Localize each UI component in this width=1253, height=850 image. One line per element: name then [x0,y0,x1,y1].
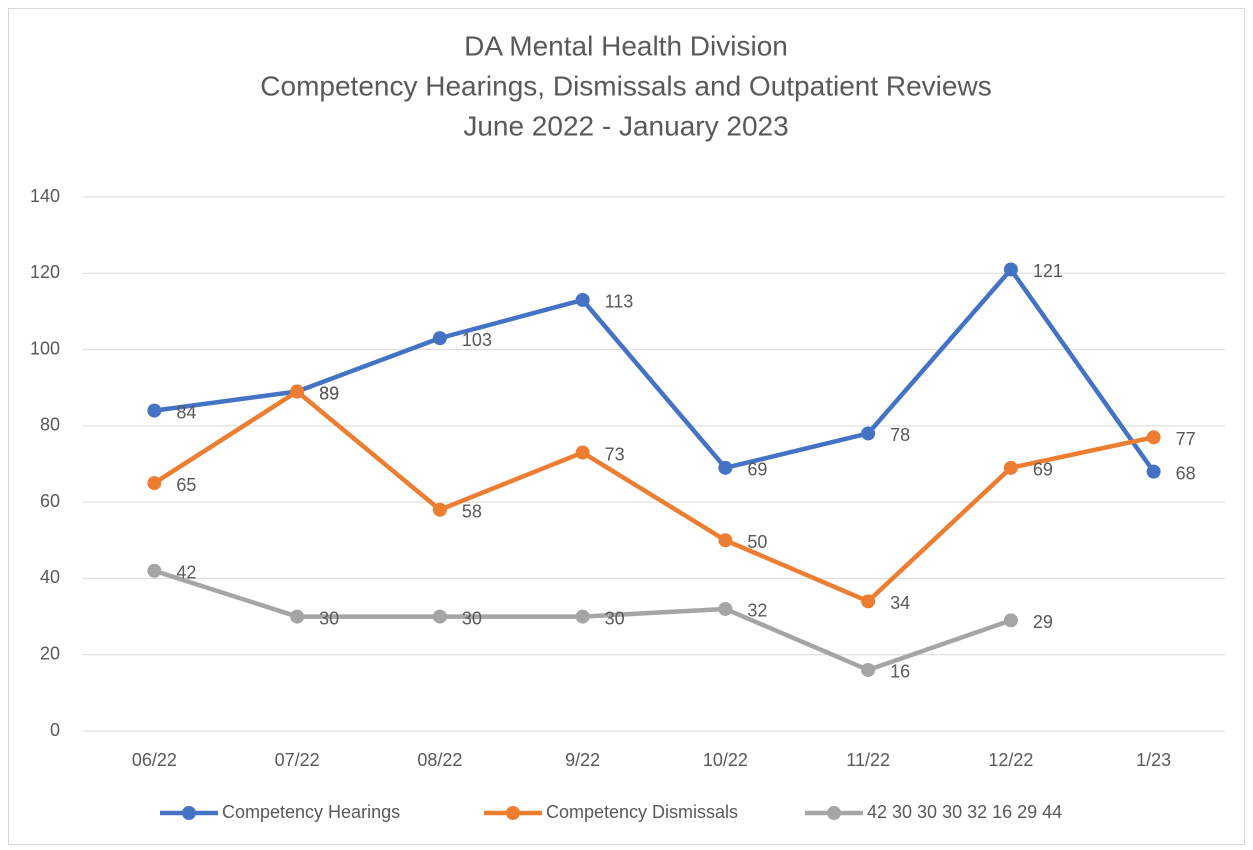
legend-label: 42 30 30 30 32 16 29 44 [867,802,1062,822]
data-label: 89 [319,383,339,403]
data-label: 77 [1176,429,1196,449]
data-point [1003,262,1018,277]
data-point [147,403,162,418]
x-tick-label: 10/22 [703,750,748,770]
data-label: 121 [1033,261,1063,281]
y-tick-label: 80 [40,415,60,435]
x-tick-label: 12/22 [988,750,1033,770]
data-label: 34 [890,593,910,613]
data-point [1003,460,1018,475]
data-point [432,609,447,624]
data-label: 68 [1176,463,1196,483]
data-point [575,609,590,624]
series-line [154,267,1156,473]
data-point [1146,430,1161,445]
data-point [718,533,733,548]
legend-marker [182,806,196,820]
data-label: 58 [462,502,482,522]
data-label: 69 [747,460,767,480]
data-label: 42 [176,563,196,583]
data-point [147,476,162,491]
data-label: 30 [319,608,339,628]
chart-title: Competency Hearings, Dismissals and Outp… [260,70,991,101]
data-label: 50 [747,532,767,552]
y-tick-label: 60 [40,491,60,511]
data-label: 84 [176,402,196,422]
y-tick-label: 120 [30,262,60,282]
legend-marker [506,806,520,820]
x-tick-label: 11/22 [846,750,890,770]
data-point [861,426,876,441]
data-label: 30 [605,608,625,628]
x-tick-label: 07/22 [275,750,320,770]
y-tick-label: 0 [50,720,60,740]
data-label: 78 [890,425,910,445]
data-point [147,563,162,578]
series-line [153,389,1155,604]
data-label: 65 [176,475,196,495]
chart-title: DA Mental Health Division [464,30,788,61]
y-tick-label: 20 [40,643,60,663]
y-tick-label: 40 [40,567,60,587]
y-tick-label: 100 [30,338,60,358]
legend-marker [827,806,841,820]
data-point [861,662,876,677]
data-label: 30 [462,608,482,628]
data-point [432,331,447,346]
data-label: 32 [747,601,767,621]
data-label: 16 [890,662,910,682]
data-label: 89 [319,383,339,403]
data-point [575,292,590,307]
x-tick-label: 1/23 [1136,750,1171,770]
data-point [1146,464,1161,479]
data-label: 73 [605,444,625,464]
legend-label: Competency Dismissals [546,802,738,822]
x-tick-label: 08/22 [417,750,462,770]
data-label: 29 [1033,612,1053,632]
legend-label: Competency Hearings [222,802,400,822]
data-point [290,384,305,399]
data-point [718,460,733,475]
data-label: 69 [1033,460,1053,480]
x-tick-label: 06/22 [132,750,177,770]
data-point [290,609,305,624]
chart-border [8,8,1245,845]
data-point [575,445,590,460]
data-label: 103 [462,330,492,350]
x-tick-label: 9/22 [565,750,600,770]
y-tick-label: 140 [30,186,60,206]
data-point [432,502,447,517]
chart-title: June 2022 - January 2023 [463,110,788,141]
data-point [861,594,876,609]
data-label: 113 [605,292,634,312]
data-point [1003,613,1018,628]
data-point [718,601,733,616]
